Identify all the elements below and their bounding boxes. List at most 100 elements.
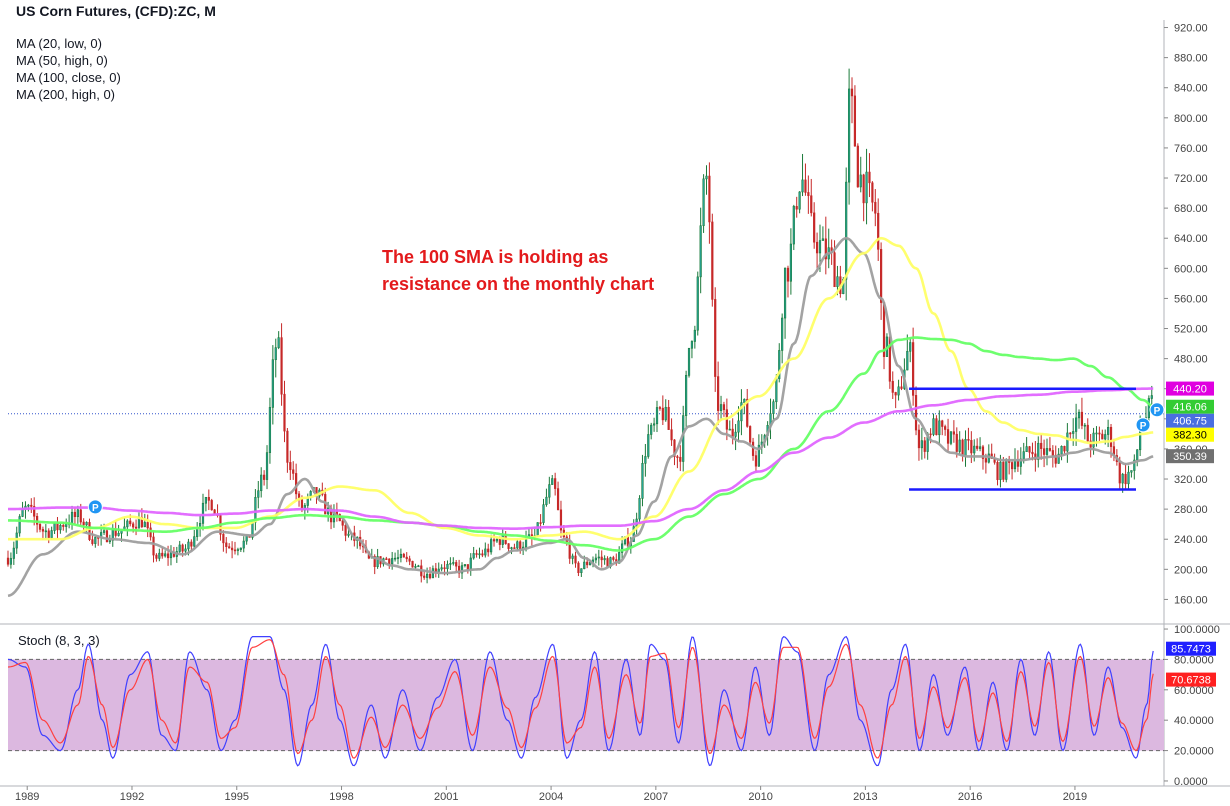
indicator-ma100-label[interactable]: MA (100, close, 0)	[16, 70, 121, 85]
candle-up	[193, 536, 196, 547]
candle-down	[487, 548, 490, 553]
candle-up	[271, 359, 274, 408]
candle-down	[711, 221, 714, 300]
time-axis-tick-label: 1992	[120, 791, 144, 803]
candle-down	[667, 406, 670, 430]
price-value-badge-label: 406.75	[1173, 416, 1207, 428]
candle-up	[376, 556, 379, 568]
candle-up	[484, 548, 487, 556]
candle-up	[102, 530, 106, 533]
candle-down	[280, 337, 283, 395]
candle-down	[970, 440, 973, 454]
stoch-axis-tick-label: 20.0000	[1174, 746, 1214, 758]
stoch-k-line	[7, 635, 1154, 767]
candle-up	[792, 206, 795, 245]
candle-down	[1002, 461, 1005, 480]
price-value-badge	[1166, 399, 1214, 414]
candle-down	[492, 539, 496, 542]
candle-up	[818, 240, 822, 254]
indicator-ma20-label[interactable]: MA (20, low, 0)	[16, 36, 102, 51]
time-axis-tick-label: 2007	[644, 791, 668, 803]
stoch-axis-tick-label: 60.0000	[1174, 685, 1214, 697]
indicator-ma200-label[interactable]: MA (200, high, 0)	[16, 87, 115, 102]
candle-down	[1031, 451, 1034, 455]
candle-down	[233, 549, 237, 552]
candle-down	[833, 252, 836, 288]
candle-up	[702, 178, 705, 227]
stoch-value-badge-label: 70.6738	[1171, 675, 1211, 687]
candle-down	[661, 407, 664, 421]
candle-up	[12, 547, 15, 559]
candle-down	[606, 558, 609, 567]
candle-up	[801, 179, 804, 193]
candle-down	[129, 520, 132, 525]
candle-down	[498, 538, 501, 545]
candle-up	[1075, 417, 1078, 432]
candle-down	[423, 575, 426, 578]
candle-up	[469, 557, 472, 570]
price-axis-tick-label: 720.00	[1174, 173, 1208, 185]
candle-down	[984, 458, 987, 463]
candle-up	[1057, 453, 1060, 464]
stoch-band	[8, 659, 1164, 751]
candle-down	[746, 398, 749, 427]
price-axis-tick-label: 600.00	[1174, 263, 1208, 275]
candle-up	[446, 563, 449, 570]
candle-down	[810, 195, 813, 214]
candle-down	[132, 523, 135, 528]
candle-up	[463, 564, 467, 566]
stoch-axis-tick-label: 0.0000	[1174, 776, 1208, 788]
candle-up	[583, 561, 586, 569]
candle-up	[437, 568, 440, 573]
price-value-badge-label: 416.06	[1173, 402, 1207, 414]
candles-group	[6, 68, 1153, 584]
candle-up	[277, 337, 280, 348]
pivot-marker	[1149, 402, 1165, 418]
candle-up	[117, 532, 120, 536]
candle-up	[551, 478, 554, 485]
candle-up	[274, 347, 277, 361]
candle-down	[47, 530, 50, 539]
candle-down	[481, 553, 484, 556]
stoch-d-line	[7, 639, 1154, 759]
candle-up	[1083, 424, 1086, 427]
candle-up	[958, 439, 961, 452]
price-axis-tick-label: 920.00	[1174, 23, 1208, 35]
candle-up	[548, 484, 551, 498]
candle-down	[824, 238, 827, 260]
candle-down	[976, 445, 979, 449]
candle-up	[620, 543, 624, 553]
candle-up	[1147, 398, 1150, 418]
candle-up	[778, 350, 781, 380]
price-axis-tick-label: 560.00	[1174, 293, 1208, 305]
candle-down	[134, 526, 138, 529]
stoch-value-badge-label: 85.7473	[1171, 644, 1211, 656]
candle-down	[795, 206, 798, 210]
candle-up	[655, 407, 659, 425]
candle-up	[1037, 442, 1040, 460]
candle-down	[574, 555, 577, 564]
candle-up	[143, 522, 146, 528]
candle-up	[449, 563, 452, 565]
candle-down	[749, 426, 752, 443]
stoch-value-badge	[1166, 672, 1216, 687]
candle-down	[161, 552, 164, 557]
candle-up	[859, 174, 862, 188]
price-value-badge	[1166, 413, 1214, 428]
candle-down	[874, 201, 877, 214]
candle-up	[242, 540, 245, 549]
time-axis-tick-label: 2001	[434, 791, 458, 803]
candle-down	[981, 446, 985, 459]
candle-down	[815, 241, 819, 254]
stoch-indicator-label[interactable]: Stoch (8, 3, 3)	[18, 633, 100, 648]
candle-down	[30, 504, 33, 507]
candle-down	[82, 521, 85, 526]
candle-down	[912, 342, 915, 396]
indicator-ma50-label[interactable]: MA (50, high, 0)	[16, 53, 108, 68]
candle-up	[268, 407, 272, 453]
candle-down	[804, 179, 807, 193]
candle-down	[714, 299, 717, 377]
candle-up	[932, 418, 935, 435]
candle-up	[949, 431, 953, 444]
